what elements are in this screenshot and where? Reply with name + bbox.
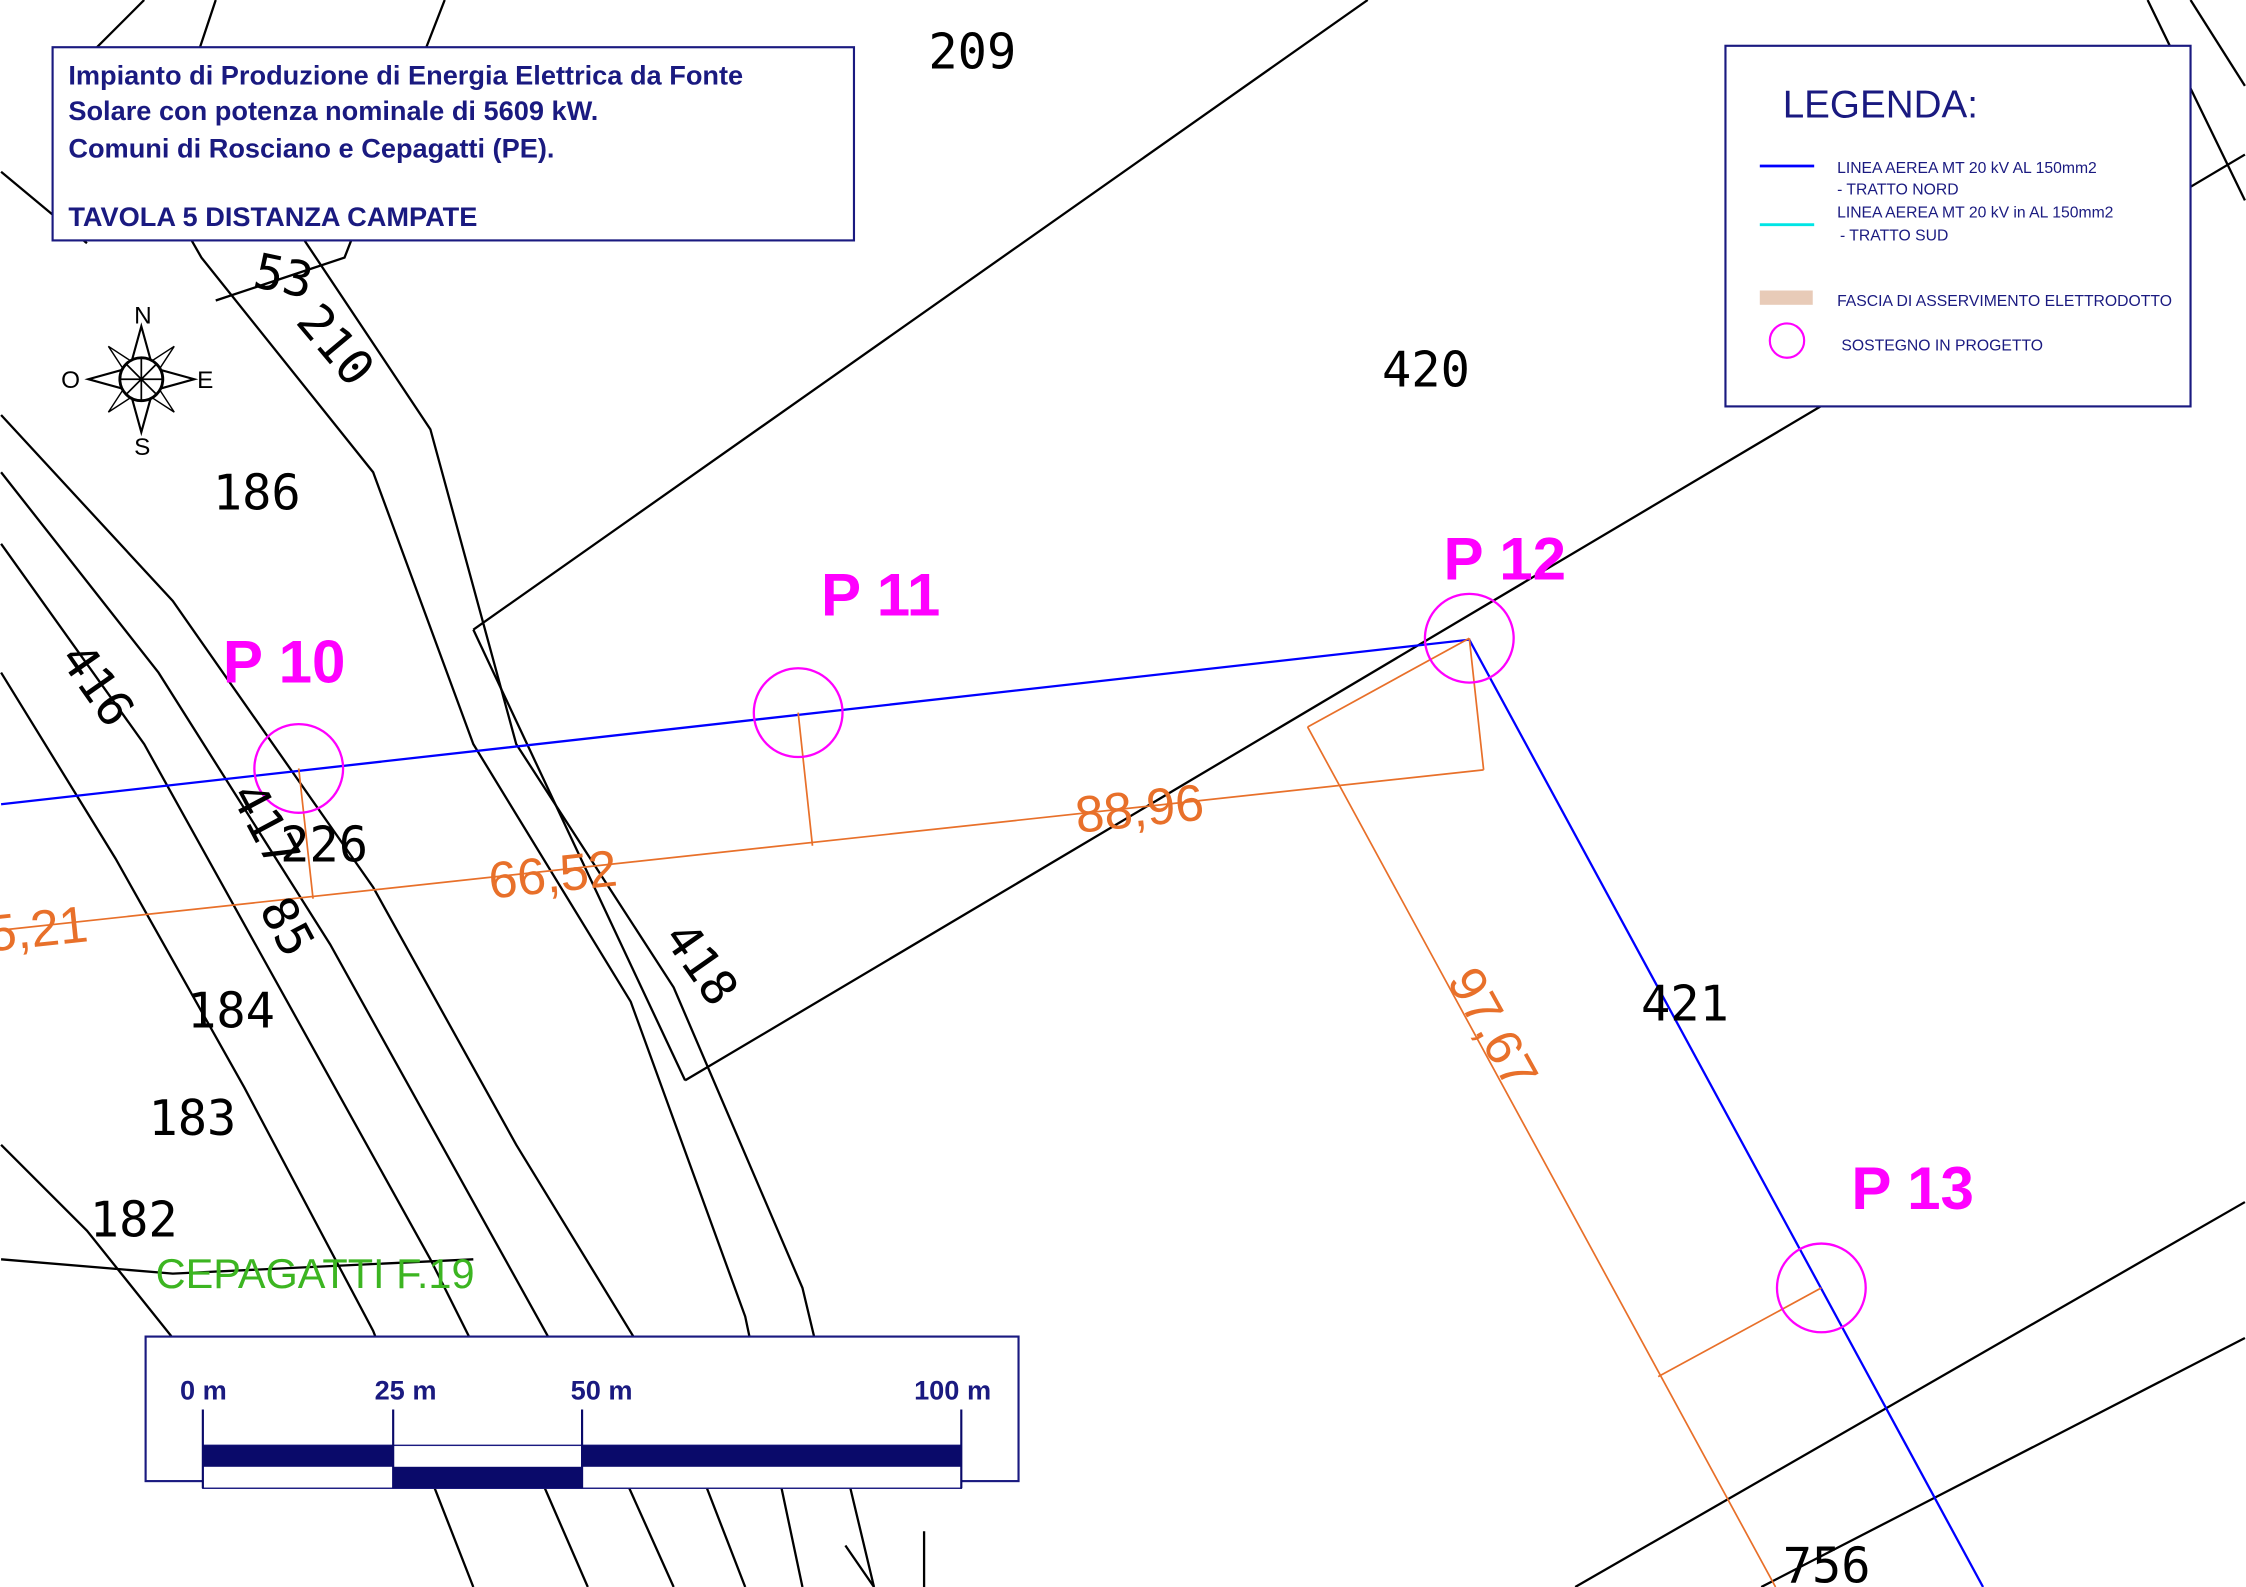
parcel-number: 53 bbox=[249, 243, 318, 310]
legend-label: LINEA AEREA MT 20 kV in AL 150mm2 bbox=[1837, 205, 2113, 222]
scale-label: 100 m bbox=[914, 1375, 991, 1406]
scale-label: 0 m bbox=[180, 1375, 227, 1406]
legend: LEGENDA: LINEA AEREA MT 20 kV AL 150mm2 … bbox=[1725, 46, 2190, 407]
sheet-label: CEPAGATTI F.19 bbox=[156, 1250, 475, 1297]
scale-label: 25 m bbox=[375, 1375, 437, 1406]
parcel-number: 182 bbox=[90, 1192, 178, 1248]
map: Impianto di Produzione di Energia Elettr… bbox=[0, 0, 2246, 1587]
pole-label: P 12 bbox=[1444, 526, 1567, 593]
scale-label: 50 m bbox=[571, 1375, 633, 1406]
scale-bar: 0 m 25 m 50 m 100 m bbox=[146, 1337, 1019, 1489]
parcel-number: 421 bbox=[1641, 976, 1729, 1032]
legend-label: - TRATTO NORD bbox=[1837, 182, 1959, 199]
pole-label: P 13 bbox=[1851, 1155, 1974, 1222]
subtitle: TAVOLA 5 DISTANZA CAMPATE bbox=[68, 201, 477, 232]
legend-label: - TRATTO SUD bbox=[1840, 227, 1948, 244]
span-label: 5,21 bbox=[0, 894, 90, 962]
legend-title: LEGENDA: bbox=[1783, 83, 1978, 126]
compass-letter: N bbox=[134, 302, 152, 329]
parcel-number: 183 bbox=[148, 1091, 236, 1147]
legend-swatch bbox=[1760, 290, 1813, 304]
title-box: Impianto di Produzione di Energia Elettr… bbox=[53, 47, 854, 240]
legend-label: LINEA AEREA MT 20 kV AL 150mm2 bbox=[1837, 160, 2097, 177]
compass-letter: E bbox=[197, 367, 213, 394]
title-line: Impianto di Produzione di Energia Elettr… bbox=[68, 59, 743, 90]
compass-letter: S bbox=[134, 434, 150, 461]
legend-label: FASCIA DI ASSERVIMENTO ELETTRODOTTO bbox=[1837, 293, 2172, 310]
parcel-number: 209 bbox=[928, 25, 1016, 81]
parcel-number: 186 bbox=[213, 465, 301, 521]
pole-label: P 11 bbox=[821, 561, 940, 628]
parcel-number: 420 bbox=[1382, 342, 1470, 398]
pole-label: P 10 bbox=[223, 629, 346, 696]
parcel-number: 756 bbox=[1783, 1539, 1871, 1587]
parcel-number: 184 bbox=[187, 983, 275, 1039]
title-line: Comuni di Rosciano e Cepagatti (PE). bbox=[68, 132, 554, 163]
title-line: Solare con potenza nominale di 5609 kW. bbox=[68, 95, 598, 126]
legend-label: SOSTEGNO IN PROGETTO bbox=[1841, 338, 2043, 355]
compass-letter: O bbox=[61, 367, 80, 394]
parcel-number: 226 bbox=[280, 817, 368, 873]
